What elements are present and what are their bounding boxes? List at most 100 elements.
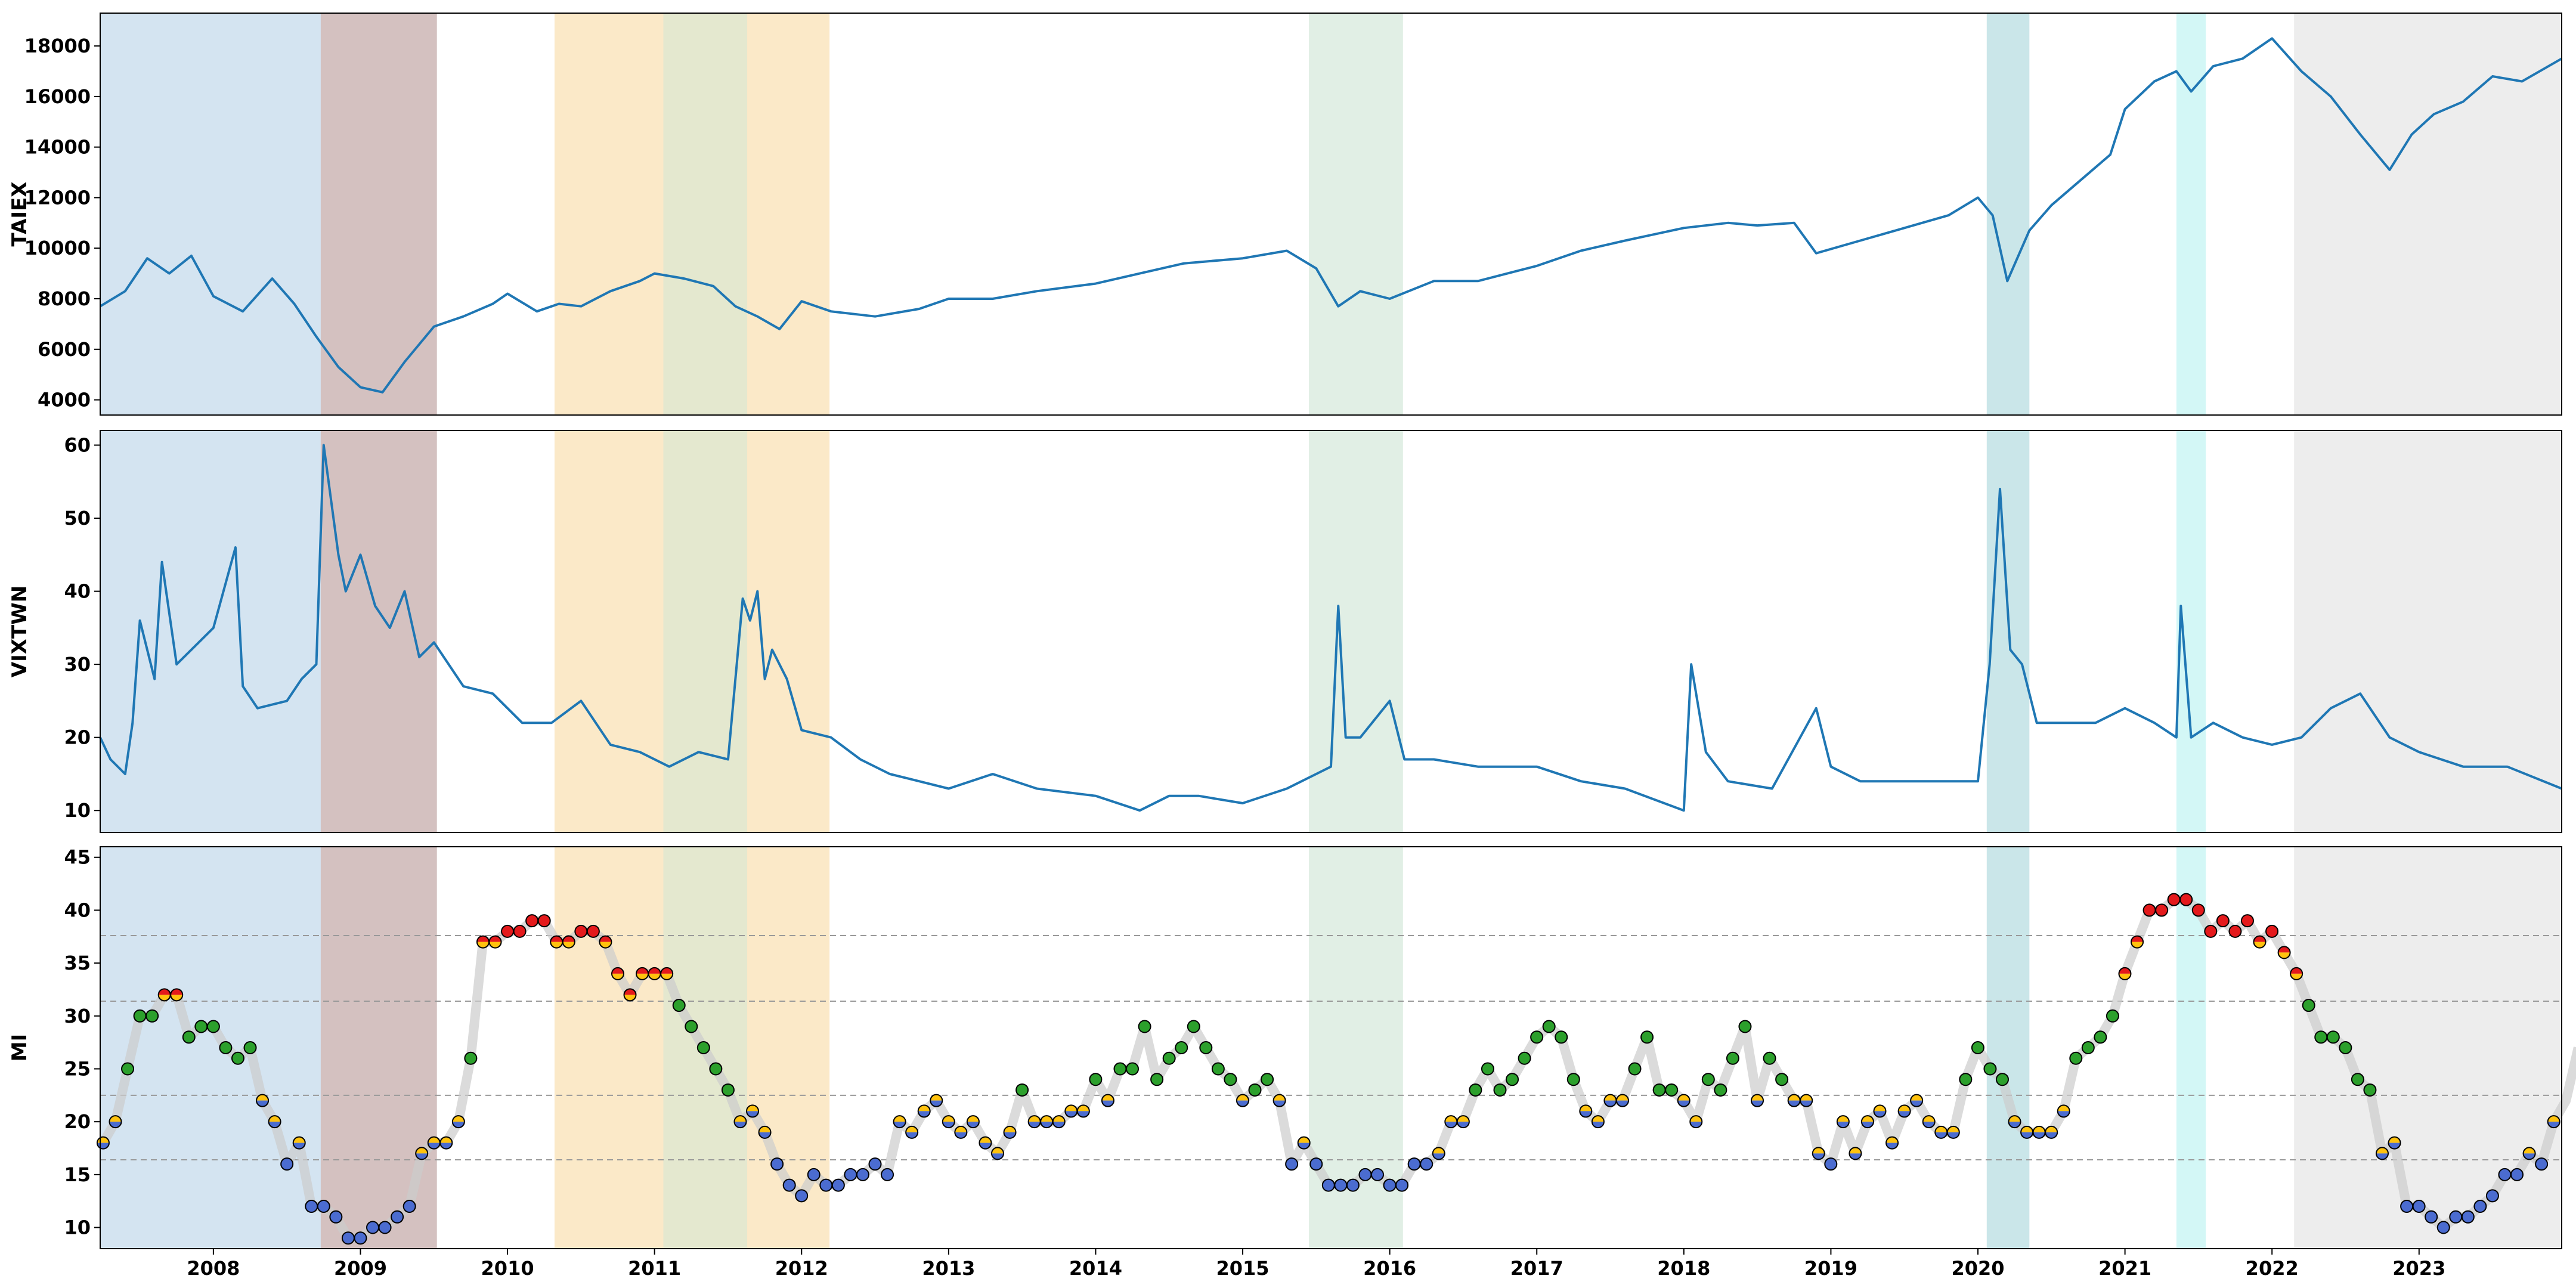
- xtick-label: 2010: [481, 1257, 534, 1280]
- mi-point-yellow-blue: [1934, 1125, 1948, 1139]
- mi-point-red-yellow: [2131, 935, 2144, 949]
- xtick-label: 2011: [628, 1257, 681, 1280]
- x-axis: 2008 2009 2010 2011 2012 2013 2014 2015 2016 2017…: [187, 1249, 2445, 1280]
- mi-point-red: [586, 924, 600, 938]
- band-4: [747, 431, 830, 832]
- mi-point-yellow-blue: [1812, 1147, 1825, 1160]
- band-8: [2294, 847, 2562, 1249]
- mi-point-red-yellow: [488, 935, 502, 949]
- mi-point-yellow-blue: [758, 1125, 772, 1139]
- ytick-label: 18000: [24, 35, 91, 57]
- band-4: [747, 13, 830, 415]
- xtick-label: 2016: [1363, 1257, 1416, 1280]
- mi-point-red-yellow: [562, 935, 575, 949]
- xtick-label: 2022: [2246, 1257, 2299, 1280]
- mi-point-green: [1015, 1083, 1029, 1097]
- band-5: [1309, 13, 1403, 415]
- mi-point-yellow-blue: [930, 1094, 943, 1107]
- ytick-label: 25: [64, 1057, 91, 1080]
- mi-point-green: [243, 1041, 257, 1054]
- mi-point-yellow-blue: [2008, 1115, 2021, 1129]
- mi-point-blue: [1285, 1157, 1299, 1171]
- band-3: [663, 431, 748, 832]
- ytick-label: 10: [64, 799, 91, 822]
- mi-point-yellow-blue: [966, 1115, 980, 1129]
- mi-panel: 10 15 20 25 30 35 40 45 MI: [8, 846, 2576, 1249]
- mi-point-green: [1628, 1062, 1642, 1076]
- ytick-label: 20: [64, 726, 91, 749]
- mi-point-green: [1542, 1020, 1556, 1033]
- mi-point-red: [574, 924, 588, 938]
- mi-point-yellow-blue: [1444, 1115, 1458, 1129]
- mi-point-green: [206, 1020, 220, 1033]
- mi-point-green: [1506, 1073, 1519, 1086]
- mi-point-green: [696, 1041, 710, 1054]
- mi-point-blue: [856, 1168, 869, 1181]
- mi-point-blue: [391, 1210, 404, 1224]
- ytick-label: 40: [64, 899, 91, 921]
- mi-point-blue: [2535, 1157, 2549, 1171]
- ytick-label: 45: [64, 846, 91, 869]
- mi-point-red: [2240, 914, 2254, 928]
- xtick-label: 2018: [1657, 1257, 1710, 1280]
- mi-point-green: [1138, 1020, 1151, 1033]
- ytick-label: 40: [64, 580, 91, 603]
- mi-point-yellow-blue: [1677, 1094, 1690, 1107]
- mi-point-yellow-blue: [746, 1104, 760, 1118]
- mi-point-yellow-blue: [1027, 1115, 1041, 1129]
- mi-point-yellow-blue: [2045, 1125, 2058, 1139]
- mi-point-blue: [378, 1221, 392, 1234]
- mi-point-yellow-blue: [109, 1115, 122, 1129]
- mi-point-yellow-blue: [1076, 1104, 1090, 1118]
- mi-point-red: [2142, 903, 2156, 917]
- mi-point-blue: [1383, 1178, 1397, 1192]
- axes-frame: [100, 13, 2562, 416]
- band-7: [2176, 13, 2206, 415]
- mi-point-blue: [329, 1210, 343, 1224]
- mi-point-green: [2351, 1073, 2364, 1086]
- mi-point-blue: [807, 1168, 821, 1181]
- band-1: [320, 431, 437, 832]
- mi-point-green: [1261, 1073, 1274, 1086]
- mi-point-green: [1199, 1041, 1213, 1054]
- band-1: [320, 847, 437, 1249]
- mi-point-green: [1738, 1020, 1752, 1033]
- mi-point-blue: [831, 1178, 845, 1192]
- band-8: [2294, 431, 2562, 832]
- band-7: [2176, 431, 2206, 832]
- mi-point-blue: [770, 1157, 784, 1171]
- mi-point-yellow-blue: [2547, 1115, 2560, 1129]
- vixtwn-panel: 10 20 30 40 50 60 VIXTWN: [8, 430, 2562, 833]
- mi-point-blue: [2473, 1200, 2487, 1213]
- mi-point-yellow-blue: [2388, 1136, 2401, 1150]
- mi-point-green: [194, 1020, 208, 1033]
- mi-point-green: [1775, 1073, 1789, 1086]
- mi-point-red-yellow: [611, 967, 624, 980]
- mi-point-green: [1493, 1083, 1507, 1097]
- mi-point-yellow-blue: [1456, 1115, 1470, 1129]
- mi-point-red: [2228, 924, 2242, 938]
- mi-point-yellow-blue: [1236, 1094, 1249, 1107]
- mi-point-red: [501, 924, 515, 938]
- mi-point-red-yellow: [599, 935, 612, 949]
- mi-point-blue: [305, 1200, 318, 1213]
- mi-point-green: [1162, 1051, 1176, 1065]
- mi-point-yellow-blue: [1946, 1125, 1960, 1139]
- mi-point-green: [1469, 1083, 1482, 1097]
- mi-point-green: [1224, 1073, 1237, 1086]
- mi-point-red-yellow: [623, 988, 637, 1002]
- mi-point-yellow-blue: [427, 1136, 441, 1150]
- mi-point-blue: [1371, 1168, 1385, 1181]
- series-line: [99, 37, 2562, 394]
- mi-point-blue: [795, 1189, 809, 1203]
- mi-point-blue: [2485, 1189, 2499, 1203]
- mi-point-green: [1971, 1041, 1984, 1054]
- ytick-label: 14000: [24, 136, 91, 159]
- mi-point-blue: [2412, 1200, 2426, 1213]
- mi-point-red: [2179, 893, 2193, 906]
- mi-point-green: [1640, 1030, 1654, 1044]
- mi-point-green: [672, 999, 686, 1013]
- mi-point-red: [2216, 914, 2230, 928]
- mi-point-green: [1983, 1062, 1997, 1076]
- mi-point-green: [464, 1051, 478, 1065]
